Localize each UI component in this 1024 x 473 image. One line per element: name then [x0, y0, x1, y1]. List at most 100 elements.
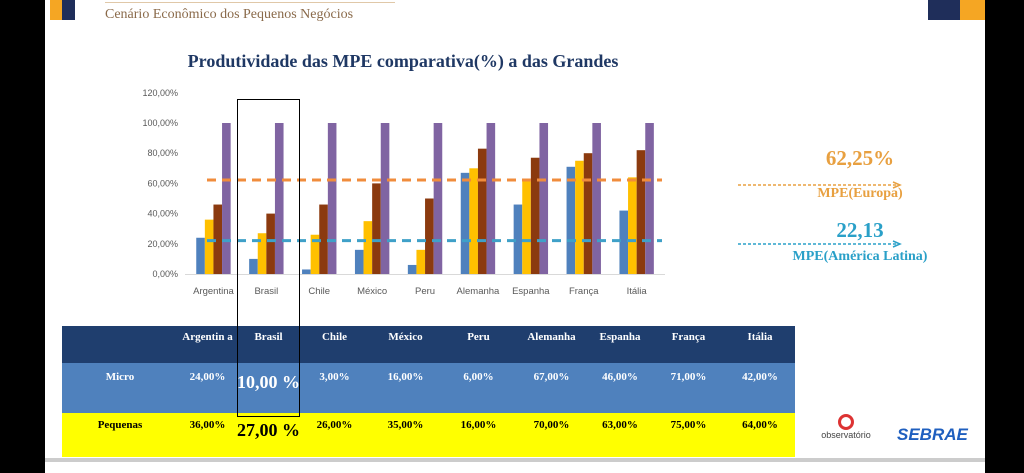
data-table: Argentin a Brasil Chile México Peru Alem… [62, 326, 795, 457]
cell: 71,00% [652, 363, 725, 413]
cell: 46,00% [588, 363, 652, 413]
cell: 35,00% [369, 413, 442, 457]
bar-pequenas [575, 160, 584, 274]
cell: 16,00% [442, 413, 515, 457]
header-cell [62, 326, 178, 363]
bar-médias [319, 204, 328, 274]
bar-médias [372, 183, 381, 274]
bar-pequenas [204, 219, 214, 274]
row-label: Micro [62, 363, 178, 413]
x-tick-label: Chile [308, 286, 330, 297]
cell-brasil: 27,00 % [237, 413, 300, 457]
y-tick-label: 0,00% [152, 269, 178, 279]
bar-grandes [539, 123, 549, 274]
header-divider [105, 2, 395, 3]
bar-pequenas [257, 233, 267, 274]
header-cell: Chile [300, 326, 369, 363]
cell: 70,00% [515, 413, 588, 457]
cell-brasil: 10,00 % [237, 363, 300, 413]
cell: 26,00% [300, 413, 369, 457]
bar-grandes [433, 123, 443, 274]
bar-micro [619, 210, 629, 274]
header-cell: Alemanha [515, 326, 588, 363]
y-tick-label: 100,00% [142, 118, 178, 128]
navy-square-decoration [62, 0, 75, 20]
header-cell: França [652, 326, 725, 363]
bar-micro [354, 249, 364, 274]
bar-médias [213, 204, 223, 274]
header-title: Cenário Econômico dos Pequenos Negócios [105, 7, 354, 22]
arrow-head-icon [892, 240, 902, 248]
bar-micro [196, 237, 205, 274]
bar-grandes [592, 123, 601, 274]
header-cell: Peru [442, 326, 515, 363]
bar-pequenas [522, 178, 531, 274]
bar-médias [583, 153, 593, 274]
header-cell: Argentin a [178, 326, 237, 363]
y-tick-label: 40,00% [147, 209, 178, 219]
bar-micro [407, 264, 417, 274]
y-tick-label: 60,00% [147, 178, 178, 188]
y-tick-label: 80,00% [147, 148, 178, 158]
x-tick-label: Peru [415, 286, 435, 297]
bar-grandes [274, 123, 284, 274]
bar-pequenas [310, 234, 320, 274]
bar-médias [530, 157, 540, 274]
bar-pequenas [416, 249, 426, 274]
row-label: Pequenas [62, 413, 178, 457]
cell: 67,00% [515, 363, 588, 413]
bar-micro [566, 166, 576, 274]
orange-square-decoration-right [960, 0, 985, 20]
cell: 36,00% [178, 413, 237, 457]
brasil-highlight-box [237, 99, 300, 417]
orange-square-decoration [50, 0, 62, 20]
cell: 24,00% [178, 363, 237, 413]
x-tick-label: Brasil [254, 286, 278, 297]
table-header-row: Argentin a Brasil Chile México Peru Alem… [62, 326, 795, 363]
observatorio-logo-text: observatório [821, 430, 871, 440]
bar-micro [460, 172, 470, 274]
latam-value: 22,13 [836, 218, 884, 242]
europa-label: MPE(Europa) [817, 186, 903, 201]
bar-grandes [486, 123, 496, 274]
x-tick-label: Alemanha [457, 286, 500, 297]
header-cell: Brasil [237, 326, 300, 363]
y-tick-label: 20,00% [147, 239, 178, 249]
bar-micro [249, 258, 258, 274]
bar-grandes [380, 123, 390, 274]
cell: 6,00% [442, 363, 515, 413]
x-tick-label: México [357, 286, 387, 297]
bar-grandes [222, 123, 231, 274]
bar-pequenas [469, 168, 478, 274]
table-row-micro: Micro 24,00% 10,00 % 3,00% 16,00% 6,00% … [62, 363, 795, 413]
bar-grandes [645, 123, 654, 274]
sebrae-logo: SEBRAE [897, 425, 968, 444]
cell: 42,00% [725, 363, 795, 413]
cell: 16,00% [369, 363, 442, 413]
bar-médias [425, 198, 434, 274]
bar-pequenas [363, 221, 373, 274]
latam-label: MPE(América Latina) [792, 249, 928, 264]
chart-title: Produtividade das MPE comparativa(%) a d… [187, 51, 619, 71]
bar-médias [636, 150, 646, 274]
header-cell: Itália [725, 326, 795, 363]
bar-pequenas [628, 177, 637, 274]
table-row-pequenas: Pequenas 36,00% 27,00 % 26,00% 35,00% 16… [62, 413, 795, 457]
y-tick-label: 120,00% [142, 88, 178, 98]
x-tick-label: Itália [627, 286, 648, 297]
cell: 75,00% [652, 413, 725, 457]
bar-micro [513, 204, 523, 274]
x-tick-label: Argentina [193, 286, 234, 297]
bar-grandes [327, 123, 337, 274]
navy-square-decoration-right [928, 0, 960, 20]
header-cell: Espanha [588, 326, 652, 363]
cell: 64,00% [725, 413, 795, 457]
x-tick-label: França [569, 286, 599, 297]
x-tick-label: Espanha [512, 286, 550, 297]
bar-médias [266, 213, 275, 274]
arrow-head-icon [892, 181, 902, 189]
cell: 3,00% [300, 363, 369, 413]
cell: 63,00% [588, 413, 652, 457]
observatorio-logo: observatório [821, 414, 871, 440]
